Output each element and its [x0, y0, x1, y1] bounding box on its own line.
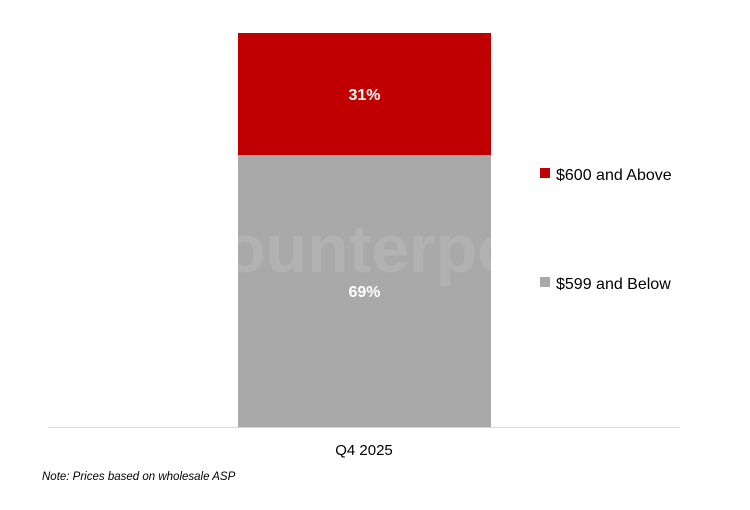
- legend-swatch: [540, 168, 550, 178]
- legend-swatch: [540, 277, 550, 287]
- x-tick-label: Q4 2025: [335, 442, 393, 459]
- bar-segment: [238, 33, 491, 156]
- data-label: 31%: [348, 87, 380, 104]
- data-label: 69%: [348, 284, 380, 301]
- legend-label: $599 and Below: [556, 276, 671, 293]
- chart-note: Note: Prices based on wholesale ASP: [42, 471, 236, 483]
- watermark: Counterpoint: [175, 211, 602, 287]
- bar-segment: [238, 155, 491, 427]
- legend-label: $600 and Above: [556, 167, 672, 184]
